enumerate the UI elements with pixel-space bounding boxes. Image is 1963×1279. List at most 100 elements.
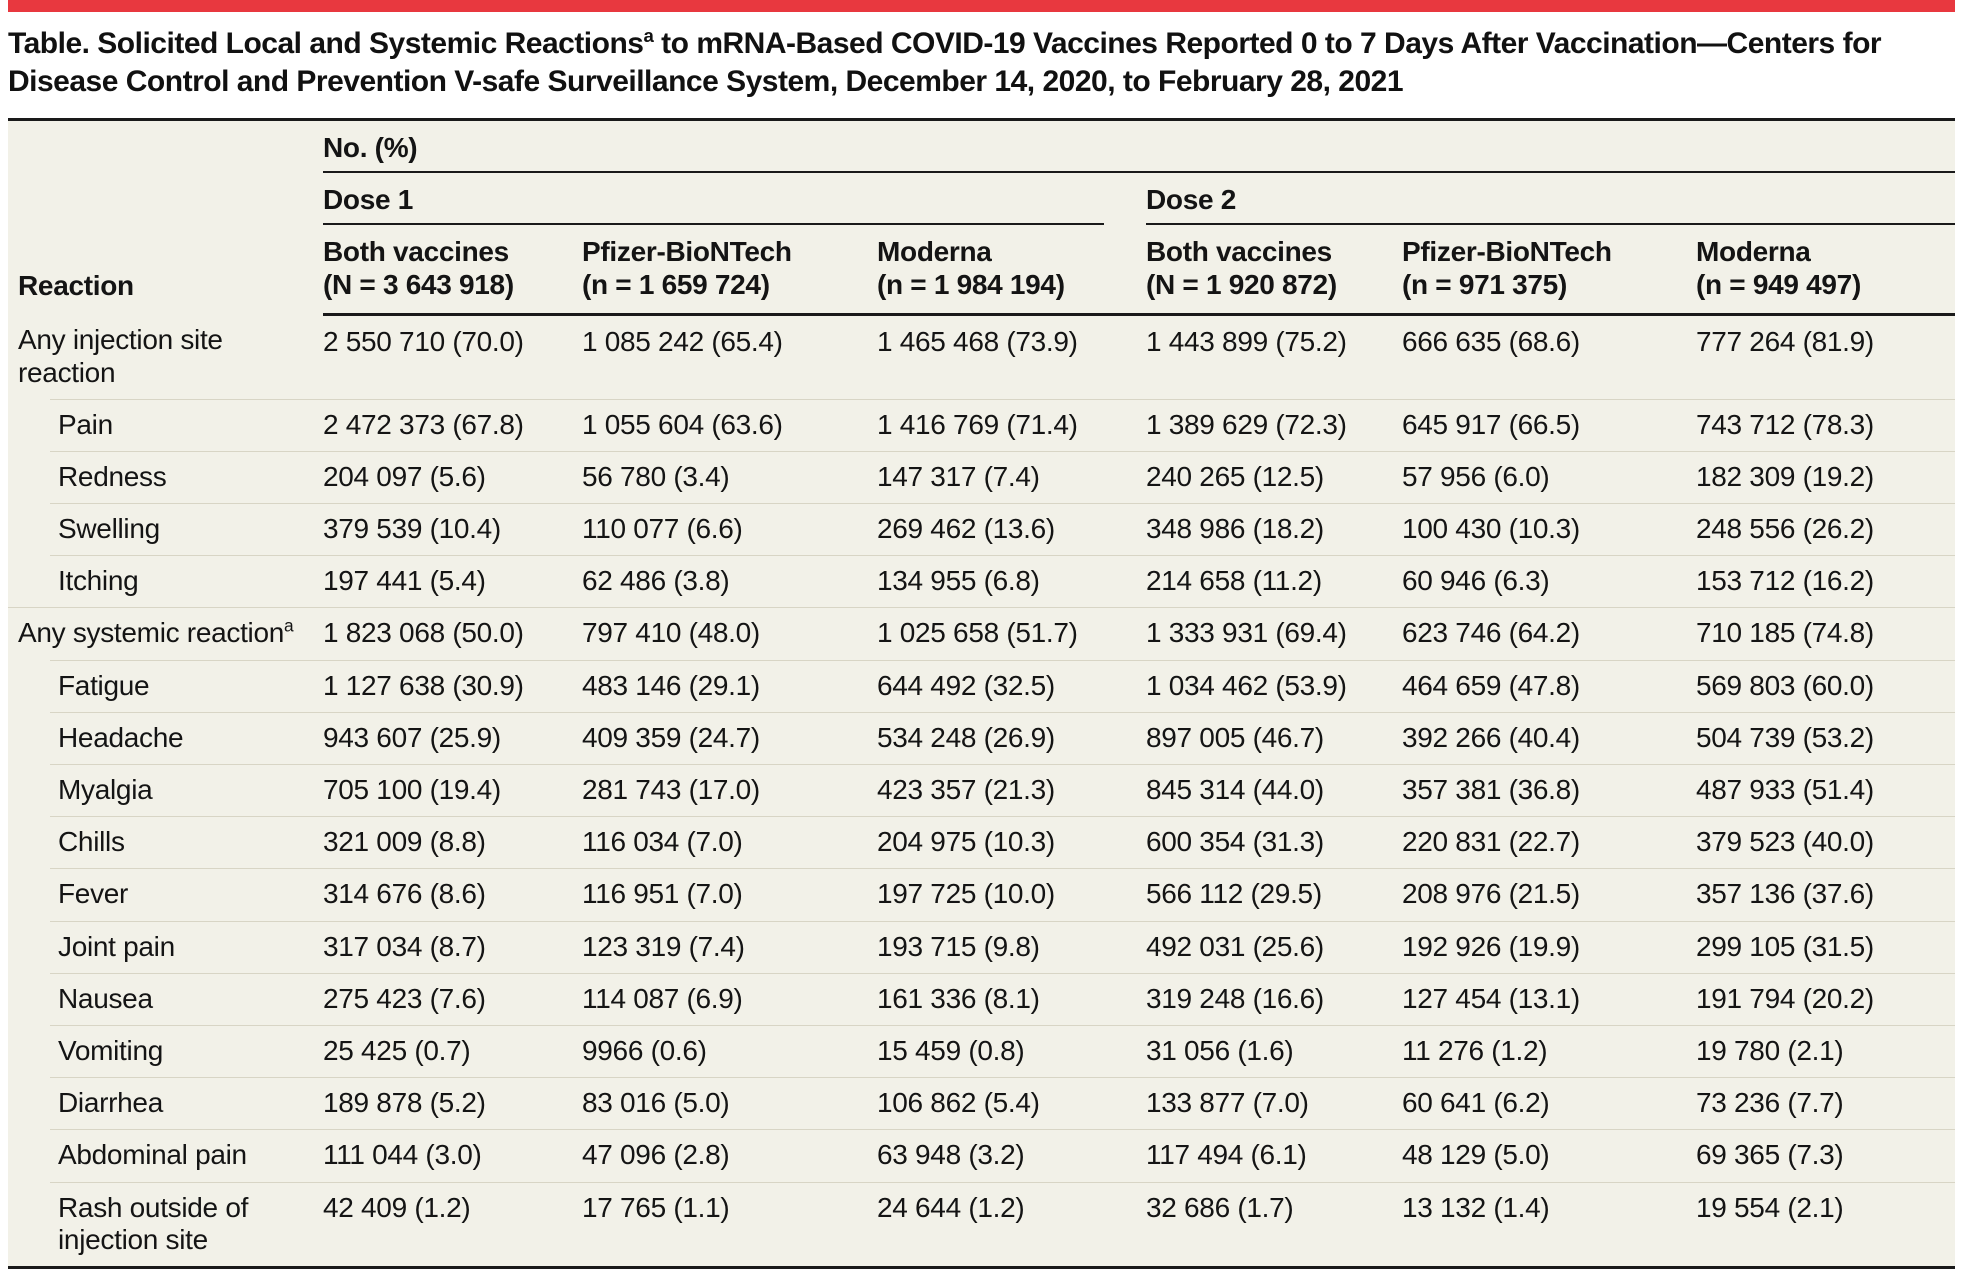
table-row: Any systemic reactiona 1 823 068 (50.0) 79… (8, 607, 1956, 660)
value-cell: 214 658 (11.2) (1146, 555, 1402, 608)
table-row: Fatigue 1 127 638 (30.9) 483 146 (29.1) 644… (8, 659, 1956, 712)
value-cell: 492 031 (25.6) (1146, 920, 1402, 973)
value-cell: 116 034 (7.0) (582, 816, 877, 869)
reaction-label: Pain (8, 398, 323, 451)
column-group-dose1: Dose 1 (323, 173, 1146, 225)
column-header-dose1-pfizer: Pfizer-BioNTech (n = 1 659 724) (582, 224, 877, 316)
value-cell: 2 550 710 (70.0) (323, 325, 524, 357)
value-cell: 127 454 (13.1) (1402, 972, 1696, 1025)
column-header-line1: Both vaccines (323, 235, 509, 267)
value-cell: 644 492 (32.5) (877, 659, 1146, 712)
column-header-dose2-moderna: Moderna (n = 949 497) (1696, 224, 1956, 316)
reaction-label: Rash outside of injection site (8, 1181, 323, 1268)
dose1-label: Dose 1 (323, 173, 1104, 225)
value-cell: 220 831 (22.7) (1402, 816, 1696, 869)
value-cell: 204 097 (5.6) (323, 450, 582, 504)
reaction-label-text: Abdominal pain (58, 1139, 247, 1171)
value-cell: 464 659 (47.8) (1402, 659, 1696, 712)
value-cell: 483 146 (29.1) (582, 659, 877, 712)
value-cell: 379 523 (40.0) (1696, 816, 1956, 869)
value-cell: 110 077 (6.6) (582, 503, 877, 556)
column-header-line2: (n = 1 984 194) (877, 268, 1065, 300)
value-cell: 2 472 373 (67.8) (323, 398, 582, 451)
table-row: Diarrhea 189 878 (5.2) 83 016 (5.0) 106 862… (8, 1077, 1956, 1130)
column-header-line1: Moderna (877, 235, 992, 267)
value-cell: 42 409 (1.2) (323, 1181, 582, 1268)
value-cell: 100 430 (10.3) (1402, 503, 1696, 556)
value-cell: 269 462 (13.6) (877, 503, 1146, 556)
value-cell: 392 266 (40.4) (1402, 711, 1696, 765)
table-title-text: Table. Solicited Local and Systemic Reac… (8, 27, 644, 60)
value-cell: 114 087 (6.9) (582, 972, 877, 1025)
reaction-label-text: Vomiting (58, 1034, 163, 1066)
header-row-no-pct: Reaction No. (%) (8, 119, 1956, 301)
value-cell: 25 425 (0.7) (323, 1024, 582, 1078)
value-cell: 197 441 (5.4) (323, 555, 582, 608)
reaction-label: Swelling (8, 503, 323, 556)
value-cell: 623 746 (64.2) (1402, 607, 1696, 660)
table-row: Vomiting 25 425 (0.7) 9966 (0.6) 15 459 (0.… (8, 1024, 1956, 1078)
value-cell: 423 357 (21.3) (877, 764, 1146, 817)
value-cell: 569 803 (60.0) (1696, 659, 1956, 712)
column-header-line1: Both vaccines (1146, 235, 1332, 267)
reaction-label: Myalgia (8, 764, 323, 817)
reaction-label-text: Fever (58, 878, 129, 910)
value-cell: 32 686 (1.7) (1146, 1181, 1402, 1268)
column-header-line2: (n = 949 497) (1696, 268, 1861, 300)
reaction-label: Joint pain (8, 920, 323, 973)
reaction-header-label: Reaction (18, 270, 134, 302)
value-cell: 204 975 (10.3) (877, 816, 1146, 869)
value-cell: 60 641 (6.2) (1402, 1077, 1696, 1130)
table-row: Itching 197 441 (5.4) 62 486 (3.8) 134 955 … (8, 555, 1956, 608)
header-row-doses: Dose 1 Dose 2 (8, 173, 1956, 225)
value-cell: 161 336 (8.1) (877, 972, 1146, 1025)
reaction-label-text: Itching (58, 565, 139, 597)
reaction-label-text: Pain (58, 408, 113, 440)
value-cell: 19 780 (2.1) (1696, 1024, 1956, 1078)
reaction-label-text: Rash outside of injection site (58, 1191, 249, 1255)
reaction-label-text: Swelling (58, 513, 160, 545)
value-cell: 73 236 (7.7) (1696, 1077, 1956, 1130)
table-row: Abdominal pain 111 044 (3.0) 47 096 (2.8) 6… (8, 1129, 1956, 1182)
header-row-columns: Both vaccines (N = 3 643 918) Pfizer-Bio… (8, 224, 1956, 316)
value-cell: 111 044 (3.0) (323, 1129, 582, 1182)
value-cell: 240 265 (12.5) (1146, 450, 1402, 504)
value-cell: 275 423 (7.6) (323, 972, 582, 1025)
value-cell: 62 486 (3.8) (582, 555, 877, 608)
reaction-label: Headache (8, 711, 323, 765)
value-cell: 47 096 (2.8) (582, 1129, 877, 1182)
value-cell: 57 956 (6.0) (1402, 450, 1696, 504)
value-cell: 193 715 (9.8) (877, 920, 1146, 973)
value-cell: 705 100 (19.4) (323, 764, 582, 817)
value-cell: 743 712 (78.3) (1696, 398, 1956, 451)
table-row: Swelling 379 539 (10.4) 110 077 (6.6) 269 4… (8, 503, 1956, 556)
column-header-line2: (N = 3 643 918) (323, 268, 514, 300)
value-cell: 321 009 (8.8) (323, 816, 582, 869)
value-cell: 208 976 (21.5) (1402, 868, 1696, 921)
reaction-label: Any injection site reaction (8, 314, 323, 398)
value-cell: 710 185 (74.8) (1696, 607, 1956, 660)
value-cell: 317 034 (8.7) (323, 920, 582, 973)
table-row: Headache 943 607 (25.9) 409 359 (24.7) 534 … (8, 711, 1956, 765)
value-cell: 1 055 604 (63.6) (582, 398, 877, 451)
reaction-label: Diarrhea (8, 1077, 323, 1130)
value-cell: 117 494 (6.1) (1146, 1129, 1402, 1182)
page: Table. Solicited Local and Systemic Reac… (8, 0, 1956, 1279)
column-header-line1: Pfizer-BioNTech (582, 235, 792, 267)
table-row: Pain 2 472 373 (67.8) 1 055 604 (63.6) 1 41… (8, 398, 1956, 451)
value-cell: 299 105 (31.5) (1696, 920, 1956, 973)
table-row: Joint pain 317 034 (8.7) 123 319 (7.4) 193 … (8, 920, 1956, 973)
reaction-label: Any systemic reactiona (8, 607, 323, 660)
table-row: Any injection site reaction 2 550 710 (70… (8, 314, 1955, 398)
reaction-label: Abdominal pain (8, 1129, 323, 1182)
value-cell: 777 264 (81.9) (1696, 325, 1874, 357)
reaction-label-text: Myalgia (58, 774, 153, 806)
value-cell: 797 410 (48.0) (582, 607, 877, 660)
reaction-label-text: Nausea (58, 982, 153, 1014)
value-cell: 69 365 (7.3) (1696, 1129, 1956, 1182)
column-header-line2: (n = 1 659 724) (582, 268, 770, 300)
table-row: Nausea 275 423 (7.6) 114 087 (6.9) 161 336 … (8, 972, 1956, 1025)
value-cell: 197 725 (10.0) (877, 868, 1146, 921)
column-header-line2: (N = 1 920 872) (1146, 268, 1337, 300)
value-cell: 56 780 (3.4) (582, 450, 877, 504)
